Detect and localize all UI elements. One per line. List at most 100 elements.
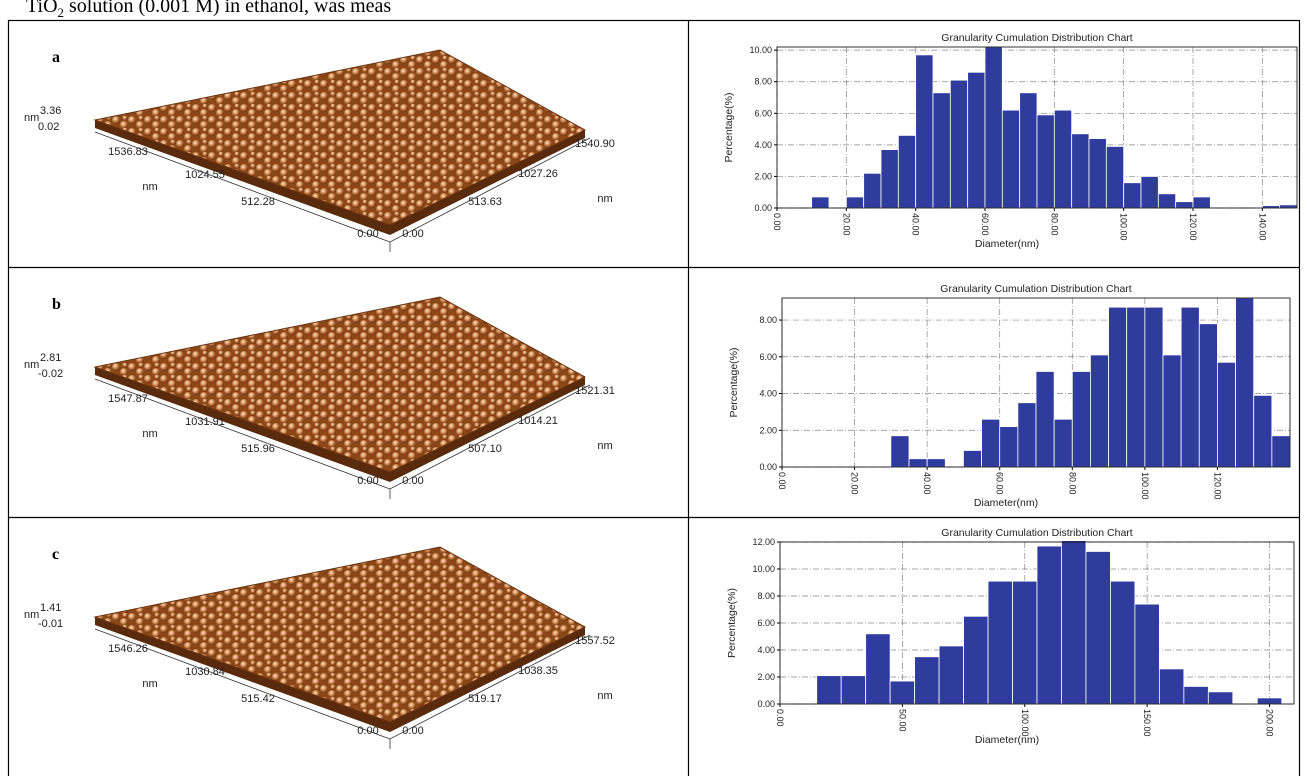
table-frame: [7, 19, 1301, 776]
afm-x-unit: nm: [597, 440, 612, 452]
bar: [1090, 354, 1109, 468]
bar: [1158, 668, 1185, 705]
bar: [1198, 323, 1218, 468]
bar: [865, 633, 891, 705]
bar: [987, 580, 1013, 705]
bar: [897, 134, 917, 209]
afm-y-tick: 1024.55: [185, 169, 225, 181]
afm-image: bnm2.81-0.021547.871031.91515.960.00nm0.…: [24, 296, 615, 499]
chart-title: Granularity Cumulation Distribution Char…: [941, 527, 1132, 539]
x-tick-label: 140.00: [1257, 213, 1267, 241]
x-tick-label: 50.00: [897, 709, 907, 732]
afm-y-unit: nm: [142, 181, 157, 193]
bar: [1271, 435, 1291, 468]
x-tick-label: 120.00: [1188, 213, 1198, 241]
table-border: [7, 19, 1301, 776]
afm-x-tick: 0.00: [402, 725, 423, 737]
bar: [845, 196, 865, 209]
afm-base: [95, 367, 585, 482]
afm-x-tick: 1014.21: [518, 415, 558, 427]
afm-x-tick: 0.00: [402, 228, 423, 240]
bar: [949, 79, 969, 209]
bar: [1140, 176, 1159, 209]
y-axis-label: Percentage(%): [728, 347, 740, 417]
plot-frame: [776, 46, 1298, 209]
y-tick-label: 12.00: [752, 537, 775, 547]
plot-frame: [781, 297, 1291, 468]
afm-surface: [93, 296, 587, 473]
x-tick-label: 100.00: [1020, 709, 1030, 737]
bar: [963, 450, 982, 468]
y-tick-label: 8.00: [754, 77, 772, 87]
bar: [1088, 138, 1107, 209]
x-tick-label: 80.00: [1067, 472, 1077, 495]
bar: [914, 656, 940, 705]
afm-y-tick: 0.00: [357, 725, 378, 737]
bar: [1207, 691, 1234, 705]
bar: [981, 418, 1001, 468]
x-tick-label: 0.00: [777, 472, 787, 490]
afm-x-unit: nm: [597, 193, 612, 205]
y-tick-label: 10.00: [752, 564, 775, 574]
bar: [1183, 686, 1209, 705]
bar: [1134, 603, 1160, 705]
x-tick-label: 40.00: [911, 213, 921, 236]
x-axis-label: Diameter(nm): [974, 497, 1038, 509]
bar: [1053, 109, 1073, 209]
z-min: -0.01: [38, 618, 63, 630]
y-tick-label: 10.00: [749, 45, 772, 55]
bar: [1235, 297, 1255, 468]
y-tick-label: 2.00: [754, 171, 772, 181]
z-max: 2.81: [40, 352, 61, 364]
caption-text: TiO: [26, 0, 58, 17]
x-tick-label: 200.00: [1265, 709, 1275, 737]
y-tick-label: 8.00: [759, 315, 777, 325]
bar: [1253, 394, 1273, 468]
z-unit: nm: [24, 609, 39, 621]
afm-y-tick: 0.00: [357, 475, 378, 487]
z-unit: nm: [24, 359, 39, 371]
z-unit: nm: [24, 112, 39, 124]
afm-x-tick: 507.10: [468, 443, 502, 455]
bar: [1175, 201, 1194, 209]
bar: [938, 645, 964, 705]
bar: [1019, 92, 1038, 209]
bar: [1053, 418, 1073, 468]
bar: [1012, 580, 1038, 705]
caption-text: solution (0.001 M) in ethanol, was meas: [64, 0, 391, 17]
chart-title: Granularity Cumulation Distribution Char…: [940, 283, 1131, 295]
chart-title: Granularity Cumulation Distribution Char…: [941, 32, 1132, 44]
bar: [932, 92, 951, 209]
bar: [880, 149, 899, 209]
x-tick-label: 100.00: [1140, 472, 1150, 500]
afm-y-unit: nm: [142, 428, 157, 440]
x-tick-label: 0.00: [772, 213, 782, 231]
bar: [967, 71, 986, 209]
afm-x-tick: 519.17: [468, 693, 502, 705]
bar: [1071, 133, 1090, 209]
afm-image: cnm1.41-0.011546.261030.84515.420.00nm0.…: [24, 546, 615, 749]
afm-x-tick: 1540.90: [575, 138, 615, 150]
x-tick-label: 150.00: [1142, 709, 1152, 737]
bar: [1071, 371, 1091, 468]
bar: [816, 675, 842, 705]
bar: [1126, 306, 1146, 468]
bar: [889, 680, 916, 705]
y-tick-label: 0.00: [757, 699, 775, 709]
panel-label: c: [52, 546, 59, 563]
afm-x-tick: 0.00: [402, 475, 423, 487]
bar: [1035, 371, 1055, 468]
plot-frame: [779, 541, 1295, 705]
afm-x-tick: 1521.31: [575, 385, 615, 397]
afm-y-tick: 1030.84: [185, 666, 225, 678]
y-tick-label: 0.00: [754, 203, 772, 213]
bar: [1144, 306, 1164, 468]
bar: [1001, 109, 1021, 209]
afm-surface: [93, 546, 587, 723]
panel-label: a: [52, 49, 60, 66]
afm-x-tick: 1027.26: [518, 168, 558, 180]
x-tick-label: 120.00: [1212, 472, 1222, 500]
bar: [863, 172, 882, 209]
x-axis-label: Diameter(nm): [975, 734, 1039, 746]
